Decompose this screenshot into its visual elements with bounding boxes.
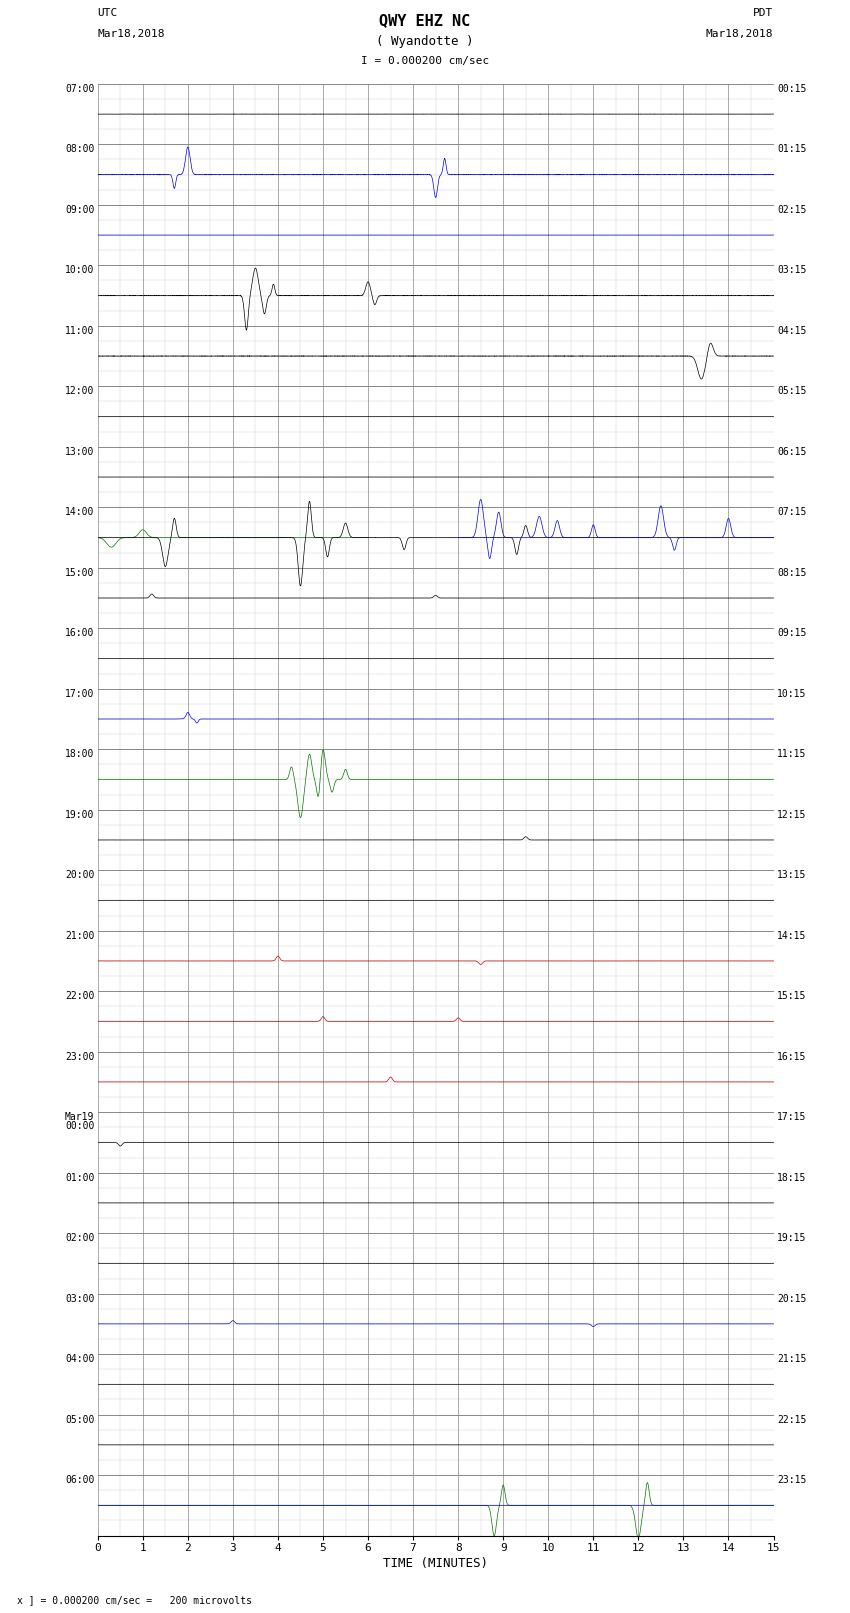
Text: 17:15: 17:15 [777,1113,807,1123]
Text: 21:15: 21:15 [777,1355,807,1365]
Text: 13:15: 13:15 [777,871,807,881]
Text: 11:15: 11:15 [777,748,807,760]
Text: 09:00: 09:00 [65,205,94,215]
Text: ( Wyandotte ): ( Wyandotte ) [377,35,473,48]
Text: Mar18,2018: Mar18,2018 [706,29,774,39]
Text: Mar18,2018: Mar18,2018 [98,29,165,39]
Text: x ] = 0.000200 cm/sec =   200 microvolts: x ] = 0.000200 cm/sec = 200 microvolts [17,1595,252,1605]
Text: 09:15: 09:15 [777,629,807,639]
Text: 22:00: 22:00 [65,990,94,1002]
Text: 04:15: 04:15 [777,326,807,336]
Text: 18:15: 18:15 [777,1173,807,1182]
Text: 10:00: 10:00 [65,266,94,276]
Text: 13:00: 13:00 [65,447,94,456]
Text: 08:00: 08:00 [65,145,94,155]
Text: 08:15: 08:15 [777,568,807,577]
Text: 16:00: 16:00 [65,629,94,639]
Text: 11:00: 11:00 [65,326,94,336]
Text: 01:15: 01:15 [777,145,807,155]
Text: 05:15: 05:15 [777,387,807,397]
Text: Mar19
00:00: Mar19 00:00 [65,1113,94,1131]
Text: 14:00: 14:00 [65,506,94,518]
Text: 03:15: 03:15 [777,266,807,276]
Text: QWY EHZ NC: QWY EHZ NC [379,13,471,27]
Text: 06:15: 06:15 [777,447,807,456]
Text: 16:15: 16:15 [777,1052,807,1061]
Text: 15:00: 15:00 [65,568,94,577]
Text: I = 0.000200 cm/sec: I = 0.000200 cm/sec [361,56,489,66]
Text: 15:15: 15:15 [777,990,807,1002]
Text: 22:15: 22:15 [777,1415,807,1424]
Text: 20:00: 20:00 [65,871,94,881]
Text: 23:00: 23:00 [65,1052,94,1061]
Text: 12:15: 12:15 [777,810,807,819]
Text: 01:00: 01:00 [65,1173,94,1182]
Text: 07:00: 07:00 [65,84,94,94]
Text: 06:00: 06:00 [65,1474,94,1486]
Text: 05:00: 05:00 [65,1415,94,1424]
Text: 20:15: 20:15 [777,1294,807,1303]
Text: 00:15: 00:15 [777,84,807,94]
Text: 12:00: 12:00 [65,387,94,397]
Text: 10:15: 10:15 [777,689,807,698]
Text: 02:00: 02:00 [65,1232,94,1244]
Text: 19:00: 19:00 [65,810,94,819]
X-axis label: TIME (MINUTES): TIME (MINUTES) [383,1557,488,1569]
Text: 02:15: 02:15 [777,205,807,215]
Text: 23:15: 23:15 [777,1474,807,1486]
Text: 19:15: 19:15 [777,1232,807,1244]
Text: 04:00: 04:00 [65,1355,94,1365]
Text: 18:00: 18:00 [65,748,94,760]
Text: 07:15: 07:15 [777,506,807,518]
Text: 17:00: 17:00 [65,689,94,698]
Text: UTC: UTC [98,8,118,18]
Text: 14:15: 14:15 [777,931,807,940]
Text: PDT: PDT [753,8,774,18]
Text: 21:00: 21:00 [65,931,94,940]
Text: 03:00: 03:00 [65,1294,94,1303]
